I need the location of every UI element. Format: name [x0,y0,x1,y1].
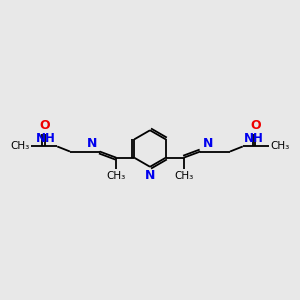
Text: O: O [250,119,261,132]
Text: NH: NH [36,132,56,145]
Text: N: N [203,137,213,150]
Text: CH₃: CH₃ [271,142,290,152]
Text: CH₃: CH₃ [106,171,126,181]
Text: CH₃: CH₃ [10,142,29,152]
Text: N: N [87,137,97,150]
Text: CH₃: CH₃ [174,171,194,181]
Text: O: O [39,119,50,132]
Text: N: N [145,169,155,182]
Text: NH: NH [244,132,264,145]
